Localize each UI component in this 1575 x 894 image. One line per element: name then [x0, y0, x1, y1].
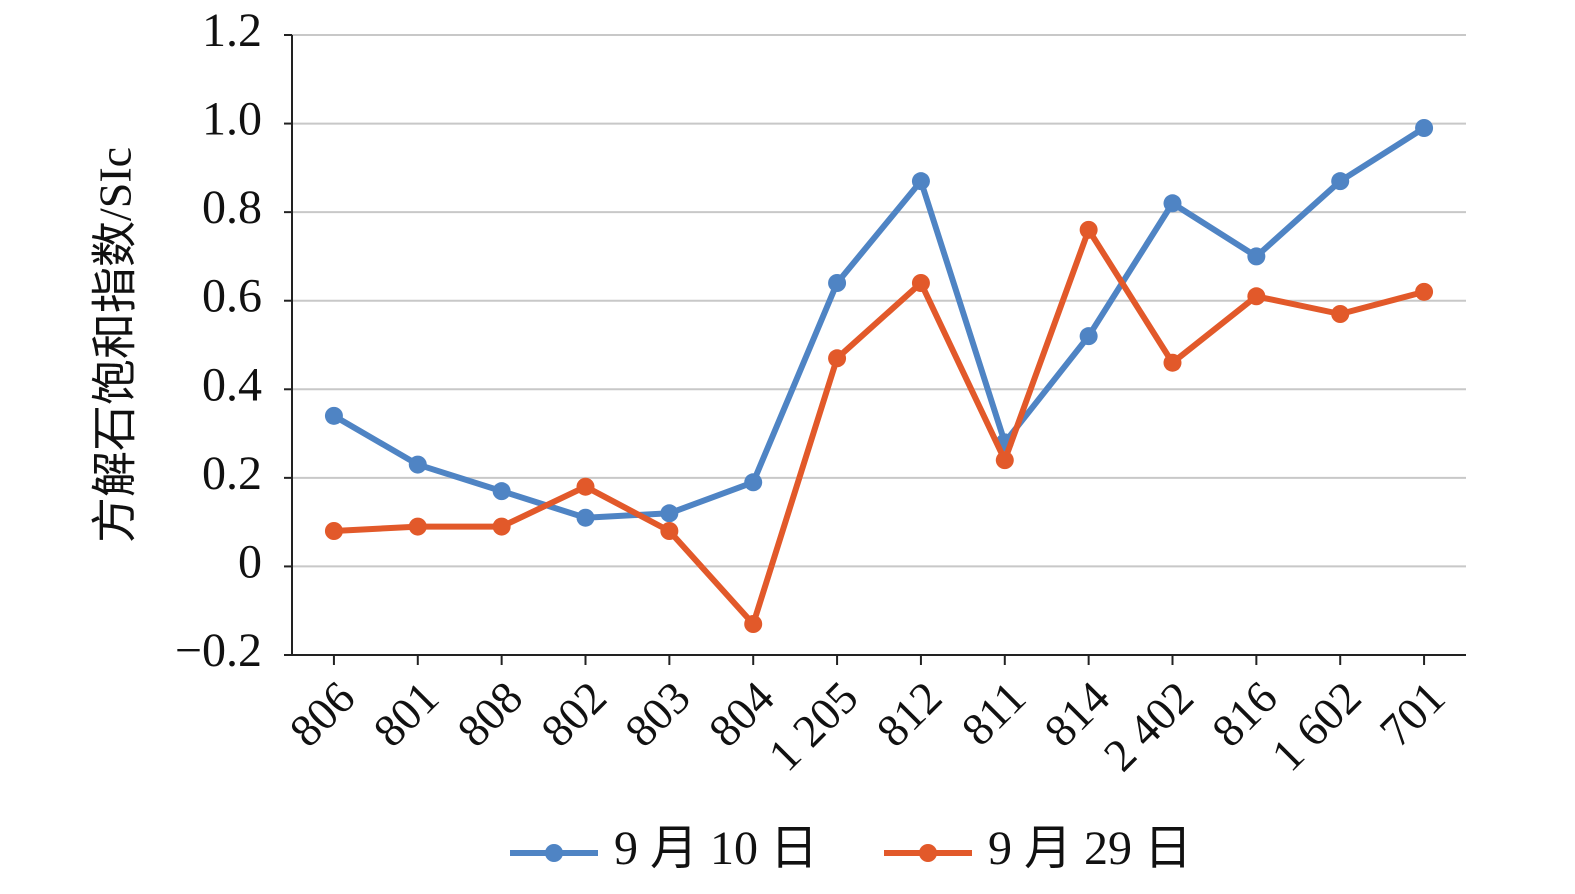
point	[1163, 194, 1182, 213]
point	[408, 517, 427, 536]
y-tick-label: −0.2	[175, 624, 262, 677]
series-line	[332, 125, 1426, 521]
y-tick-label: 1.2	[202, 4, 262, 57]
point	[828, 274, 847, 292]
y-axis-label: 方解石饱和指数/SIc	[90, 147, 141, 543]
point	[324, 522, 343, 540]
y-tick-label: 0.4	[202, 358, 262, 411]
y-tick-label: 0.6	[202, 270, 262, 323]
x-tick-label: 2 402	[1094, 671, 1203, 780]
x-tick-label: 802	[531, 671, 616, 756]
x-tick-label: 801	[363, 671, 448, 756]
point	[744, 615, 763, 633]
point	[1415, 282, 1434, 301]
point	[828, 349, 847, 368]
point	[1079, 220, 1098, 239]
legend-label: 9 月 29 日	[988, 822, 1192, 875]
legend-label: 9 月 10 日	[614, 822, 818, 875]
point	[576, 477, 595, 496]
point	[492, 517, 511, 536]
point	[1331, 172, 1350, 191]
point	[324, 406, 343, 425]
x-tick-label: 803	[615, 671, 700, 756]
legend-marker	[545, 844, 563, 862]
y-tick-label: 0	[238, 535, 262, 588]
point	[1079, 327, 1098, 346]
point	[1247, 247, 1266, 266]
x-tick-label: 1 205	[758, 671, 867, 780]
x-tick-label: 811	[952, 671, 1036, 755]
y-tick-label: 1.0	[202, 93, 262, 146]
point	[911, 172, 930, 191]
point	[1247, 287, 1266, 306]
point	[1163, 353, 1182, 372]
x-tick-label: 1 602	[1262, 671, 1371, 780]
point	[576, 508, 595, 527]
x-tick-label: 806	[280, 671, 365, 756]
y-tick-label: 0.8	[202, 181, 262, 234]
point	[1331, 305, 1350, 323]
point	[1415, 119, 1434, 137]
point	[492, 482, 511, 501]
x-tick-label: 701	[1370, 671, 1455, 756]
point	[408, 455, 427, 474]
legend-marker	[919, 844, 937, 862]
point	[911, 274, 930, 292]
point	[660, 522, 679, 540]
point	[660, 504, 679, 523]
x-tick-label: 808	[447, 671, 532, 756]
y-tick-label: 0.2	[202, 447, 262, 500]
x-tick-label: 812	[867, 671, 952, 756]
series-line	[333, 226, 1425, 627]
point	[744, 473, 763, 492]
point	[995, 451, 1014, 470]
